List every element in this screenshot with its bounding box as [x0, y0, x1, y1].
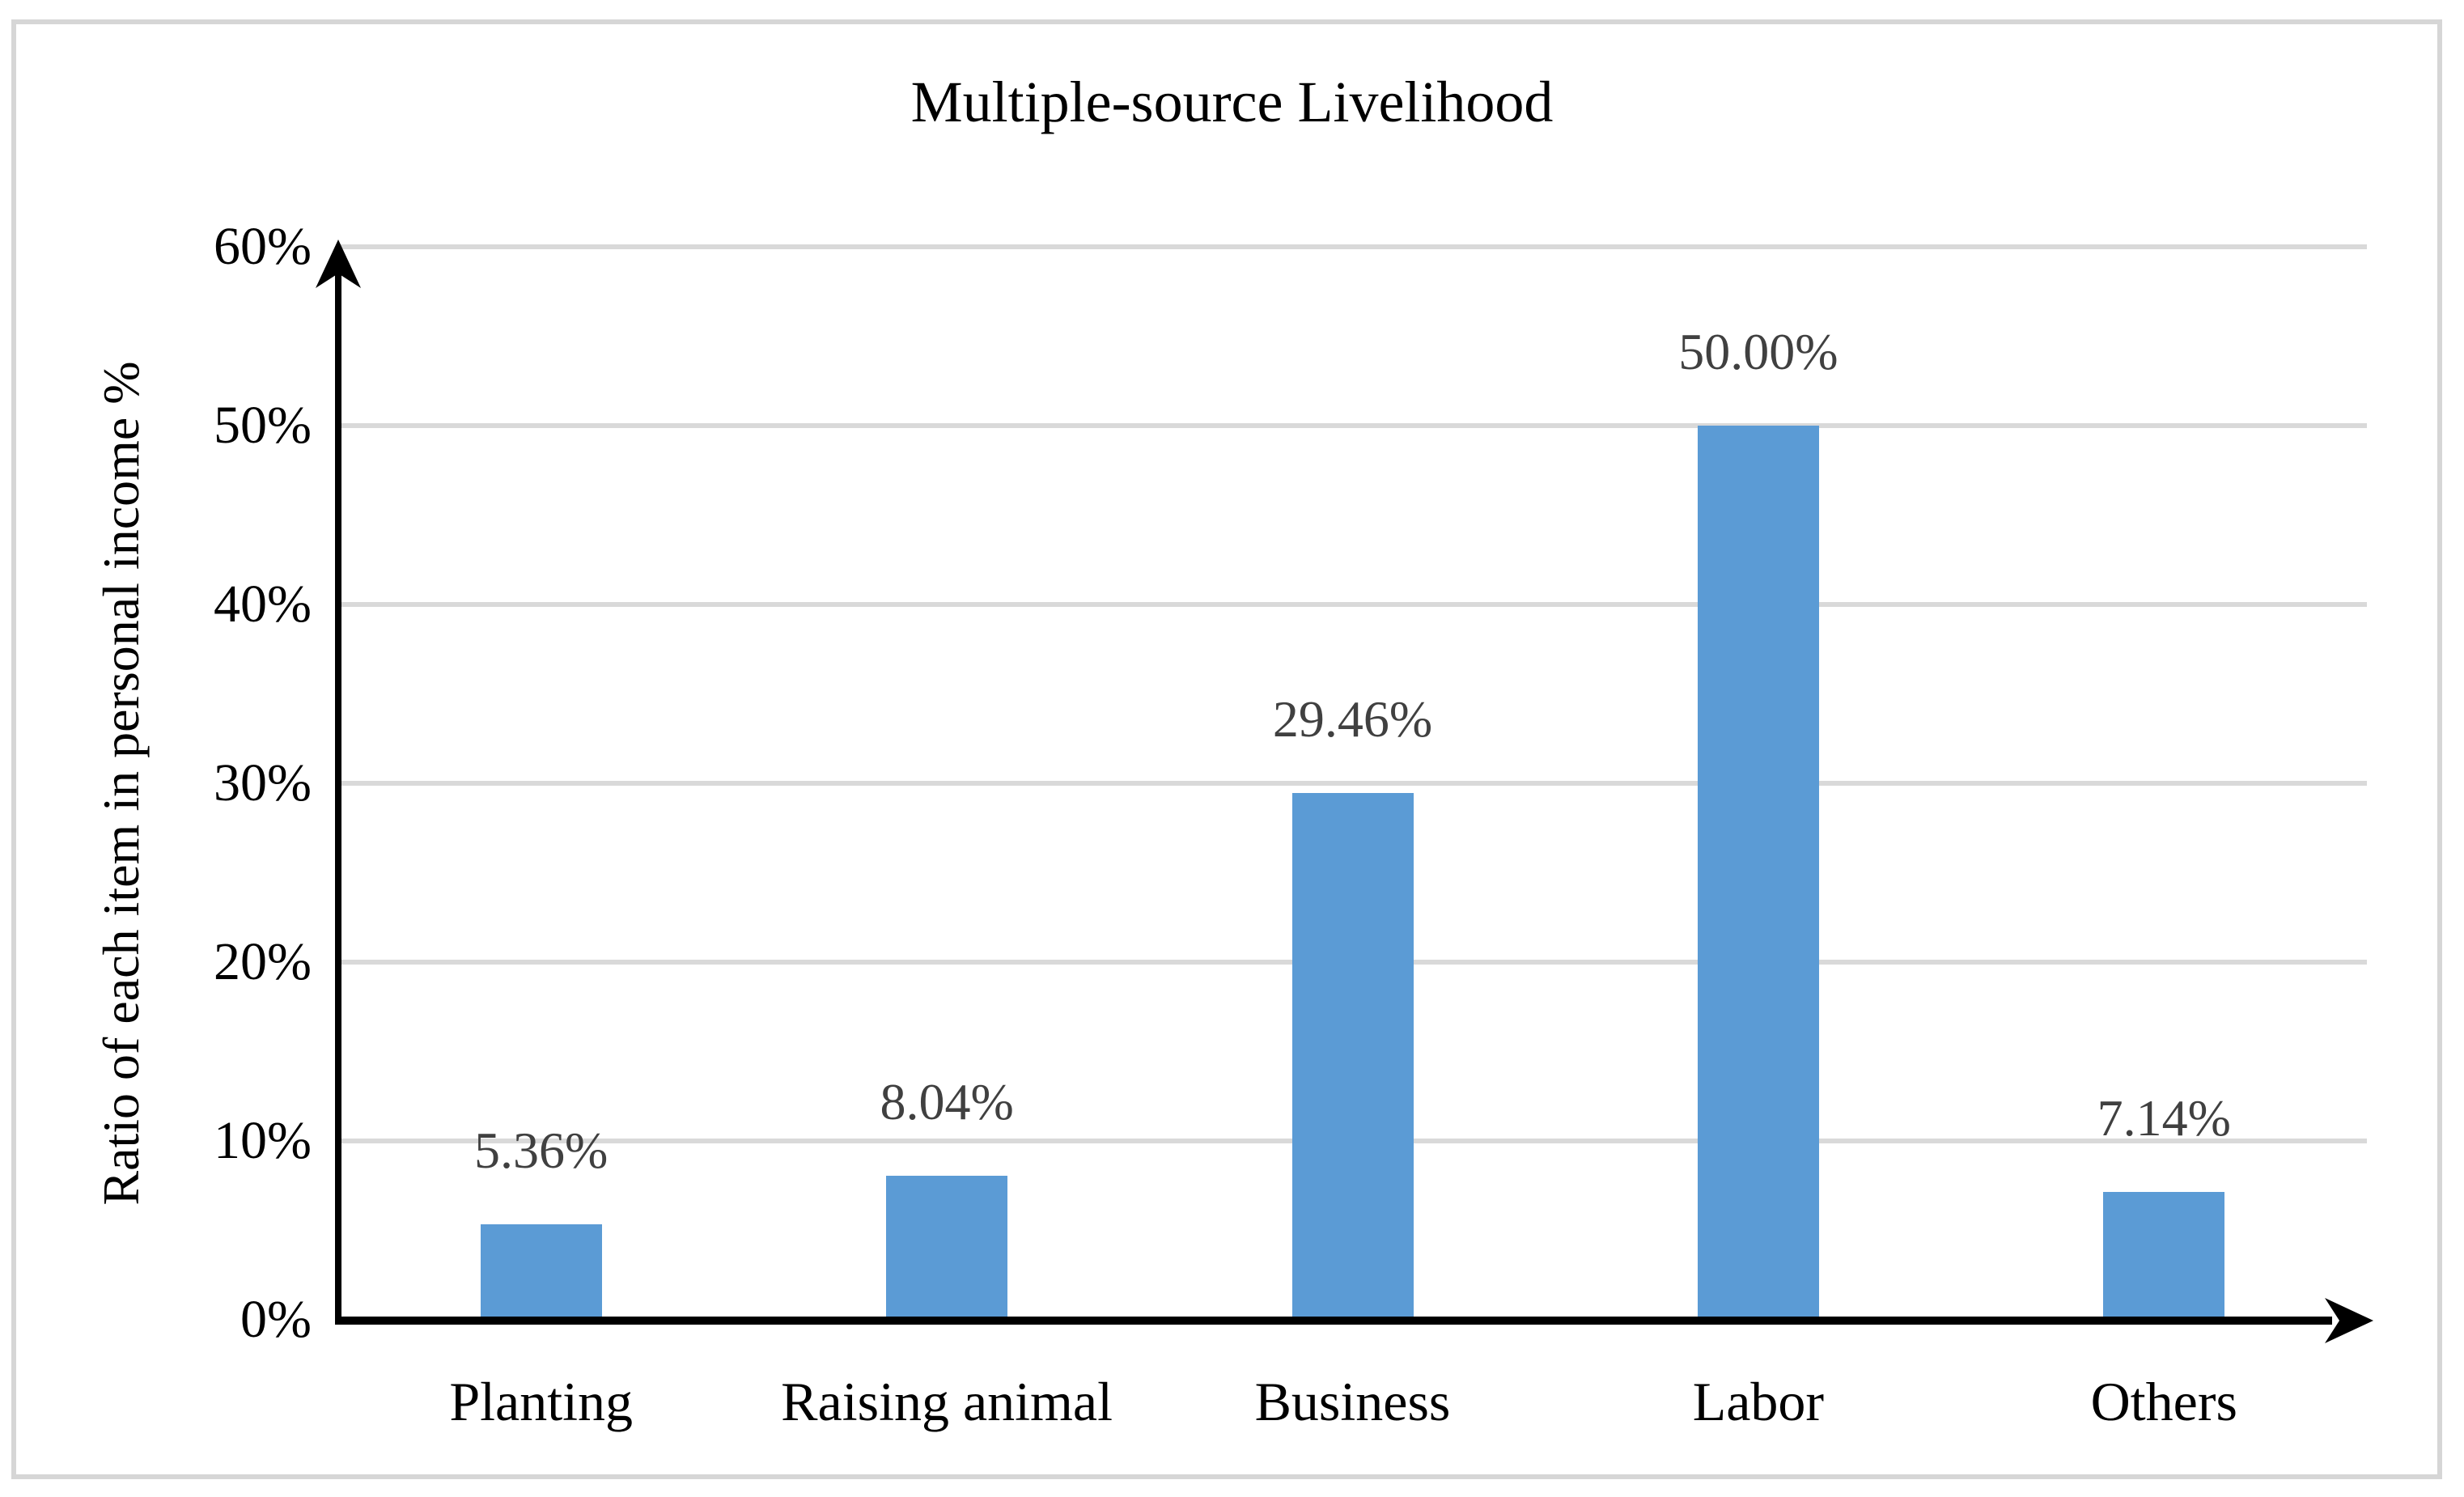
- chart-outer-border: [11, 19, 2442, 1479]
- bar-raising-animal: [886, 1176, 1008, 1320]
- bar-labor: [1697, 426, 1819, 1320]
- gridline-50%: [338, 423, 2367, 428]
- x-category-label-raising-animal: Raising animal: [781, 1371, 1113, 1432]
- y-tick-label-20%: 20%: [214, 932, 312, 991]
- gridline-60%: [338, 244, 2367, 249]
- y-axis-line: [335, 267, 341, 1324]
- y-tick-label-10%: 10%: [214, 1111, 312, 1170]
- y-tick-label-60%: 60%: [214, 217, 312, 276]
- chart-title: Multiple-source Livelihood: [910, 70, 1554, 134]
- x-category-label-others: Others: [2090, 1371, 2237, 1432]
- value-label-planting: 5.36%: [474, 1121, 609, 1179]
- y-tick-label-40%: 40%: [214, 575, 312, 634]
- bar-business: [1291, 792, 1414, 1320]
- value-label-business: 29.46%: [1272, 689, 1433, 748]
- bar-others: [2103, 1192, 2225, 1320]
- x-category-label-planting: Planting: [449, 1371, 634, 1432]
- x-axis-arrow-icon: [2325, 1298, 2373, 1343]
- y-tick-label-30%: 30%: [214, 753, 312, 812]
- x-category-label-labor: Labor: [1692, 1371, 1825, 1432]
- value-label-others: 7.14%: [2097, 1089, 2231, 1147]
- gridline-30%: [338, 781, 2367, 786]
- y-tick-label-0%: 0%: [240, 1290, 312, 1349]
- y-axis-arrow-icon: [316, 240, 361, 288]
- x-axis-line: [335, 1317, 2332, 1325]
- value-label-raising-animal: 8.04%: [880, 1073, 1014, 1131]
- value-label-labor: 50.00%: [1678, 323, 1838, 380]
- y-tick-label-50%: 50%: [214, 396, 312, 455]
- gridline-40%: [338, 602, 2367, 607]
- x-category-label-business: Business: [1254, 1371, 1451, 1432]
- bar-planting: [480, 1223, 602, 1320]
